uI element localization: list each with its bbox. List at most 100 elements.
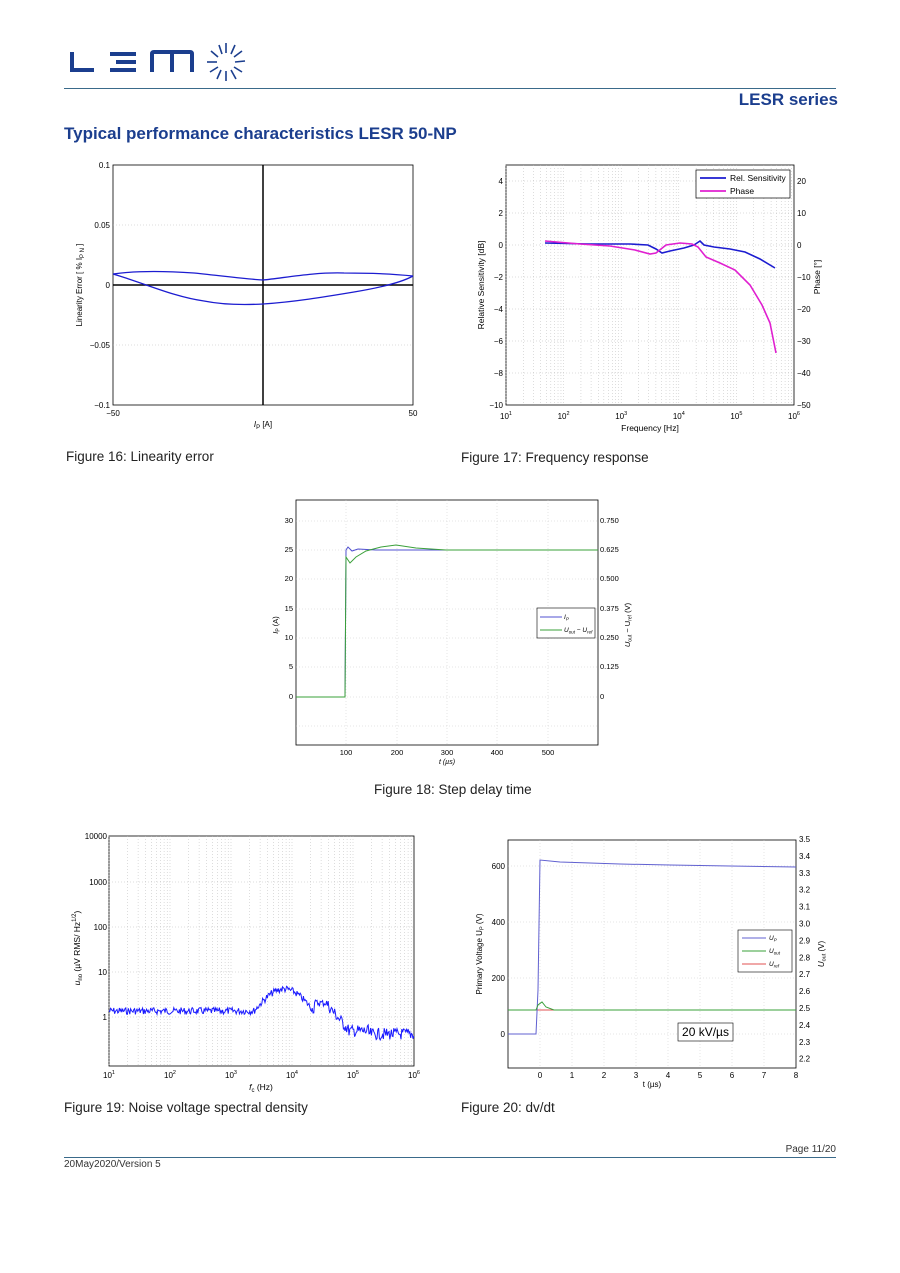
- fig20-ytick-right: 2.3: [799, 1038, 811, 1047]
- fig20-xtick: 4: [666, 1071, 671, 1080]
- fig18-xtick: 300: [441, 748, 454, 757]
- fig17-plot-area: [505, 164, 795, 406]
- fig18-ytick-right: 0.500: [600, 574, 619, 583]
- header-rule: [64, 88, 836, 89]
- fig18-ytick-left: 25: [285, 545, 293, 554]
- fig17-xlabel: Frequency [Hz]: [621, 423, 679, 433]
- document-version: 20May2020/Version 5: [64, 1159, 161, 1170]
- fig20-annotation-text: 20 kV/µs: [682, 1025, 729, 1039]
- fig17-ytick-left: −10: [489, 401, 503, 410]
- fig20-ytick-right: 2.4: [799, 1021, 811, 1030]
- fig16-curve-lower: [112, 273, 414, 306]
- fig20-annotation: 20 kV/µs: [677, 1022, 734, 1042]
- fig18-ylabel-left: IP (A): [271, 616, 282, 634]
- fig19-xtick: 104: [286, 1070, 298, 1080]
- fig17-ytick-right: 0: [797, 241, 802, 250]
- fig20-uout-line: [508, 1001, 796, 1011]
- fig20-ytick-right: 2.9: [799, 936, 811, 945]
- fig17-sensitivity-line: [544, 239, 776, 269]
- fig20-ytick-left: 0: [501, 1030, 506, 1039]
- fig18-xlabel: t (µs): [439, 759, 455, 766]
- fig20-ytick-right: 2.8: [799, 953, 811, 962]
- fig18-ytick-right: 0: [600, 692, 604, 701]
- fig18-legend-item: IP: [564, 614, 569, 622]
- fig18-chart: IP Uout − Uref 30 25 20 15 10 5 0 0.750 …: [271, 499, 634, 766]
- fig16-ytick: −0.05: [90, 341, 111, 350]
- series-title: LESR series: [738, 90, 838, 109]
- fig19-chart: 10000 1000 100 10 1 101 102 103 104 105 …: [72, 832, 420, 1094]
- fig16-caption: Figure 16: Linearity error: [66, 449, 214, 464]
- fig19-ytick: 1: [103, 1013, 108, 1022]
- fig16-xtick: 50: [409, 409, 418, 418]
- fig17-xtick: 106: [788, 411, 800, 421]
- fig19-xtick: 106: [408, 1070, 420, 1080]
- fig20-ytick-left: 200: [492, 974, 506, 983]
- fig19-caption: Figure 19: Noise voltage spectral densit…: [64, 1100, 308, 1115]
- fig16-ylabel: Linearity Error [ % IP N ]: [75, 244, 86, 327]
- fig18-ytick-left: 30: [285, 516, 293, 525]
- fig20-ylabel-left: Primary Voltage UP (V): [475, 913, 486, 994]
- fig20-ylabel-right: Uout (V): [817, 941, 828, 968]
- fig20-xtick: 8: [794, 1071, 799, 1080]
- fig19-xlabel: fc (Hz): [249, 1082, 273, 1094]
- fig17-ytick-left: 0: [499, 241, 504, 250]
- fig17-ytick-right: −10: [797, 273, 811, 282]
- fig19-noise-line: [108, 985, 415, 1042]
- fig20-ytick-right: 2.5: [799, 1004, 811, 1013]
- fig18-ytick-right: 0.375: [600, 604, 619, 613]
- fig16-chart: 0.1 0.05 0 −0.05 −0.1 −50 50 IP [A] Line…: [75, 161, 418, 431]
- fig16-curve-upper: [112, 270, 414, 281]
- fig17-xtick: 104: [673, 411, 685, 421]
- fig20-ytick-right: 3.3: [799, 869, 811, 878]
- fig17-ylabel-left: Relative Sensitivity [dB]: [476, 241, 486, 330]
- fig16-xlabel: IP [A]: [254, 420, 272, 431]
- page-number: Page 11/20: [785, 1144, 836, 1155]
- fig19-xtick: 101: [103, 1070, 115, 1080]
- fig20-ytick-left: 400: [492, 918, 506, 927]
- fig17-chart: Rel. Sensitivity Phase 4 2 0 −2 −4 −6 −8…: [476, 164, 822, 433]
- fig20-ytick-right: 3.2: [799, 886, 811, 895]
- fig18-legend-item: Uout − Uref: [564, 627, 593, 635]
- fig18-ytick-right: 0.625: [600, 545, 619, 554]
- fig20-caption: Figure 20: dv/dt: [461, 1100, 555, 1115]
- fig20-ytick-right: 3.5: [799, 835, 811, 844]
- fig20-legend: UP Uout Uref: [737, 929, 793, 973]
- fig20-xtick: 6: [730, 1071, 735, 1080]
- fig19-ytick: 1000: [89, 878, 107, 887]
- lem-logo: [68, 40, 250, 84]
- fig16-ytick: 0.05: [94, 221, 110, 230]
- lem-logo-mark: [70, 43, 246, 81]
- fig17-ytick-right: 20: [797, 177, 806, 186]
- fig17-ytick-right: −30: [797, 337, 811, 346]
- fig16-ytick: −0.1: [94, 401, 110, 410]
- fig19-ytick: 100: [94, 923, 108, 932]
- fig20-xtick: 5: [698, 1071, 703, 1080]
- fig17-legend-item: Rel. Sensitivity: [730, 173, 786, 183]
- fig19-xtick: 103: [225, 1070, 237, 1080]
- fig17-ytick-left: −2: [494, 273, 504, 282]
- fig18-ytick-left: 5: [289, 662, 293, 671]
- fig19-ytick: 10000: [85, 832, 108, 841]
- fig20-ytick-right: 3.4: [799, 852, 811, 861]
- fig17-caption: Figure 17: Frequency response: [461, 450, 649, 465]
- fig18-xtick: 200: [391, 748, 404, 757]
- fig20-ytick-right: 2.6: [799, 987, 811, 996]
- fig17-ytick-left: −8: [494, 369, 504, 378]
- fig16-ytick: 0: [106, 281, 111, 290]
- fig16-ytick: 0.1: [99, 161, 111, 170]
- fig18-xtick: 500: [542, 748, 555, 757]
- fig18-ytick-left: 20: [285, 574, 293, 583]
- fig17-ytick-left: −6: [494, 337, 504, 346]
- fig20-xlabel: t (µs): [643, 1080, 662, 1089]
- fig19-xtick: 102: [164, 1070, 176, 1080]
- fig17-xtick: 105: [730, 411, 742, 421]
- fig18-xtick: 100: [340, 748, 353, 757]
- fig18-caption: Figure 18: Step delay time: [374, 782, 532, 797]
- fig17-ylabel-right: Phase [°]: [812, 260, 822, 295]
- fig17-ytick-right: −40: [797, 369, 811, 378]
- fig18-ytick-right: 0.125: [600, 662, 619, 671]
- fig20-ytick-right: 3.0: [799, 920, 811, 929]
- fig19-plot-area: [108, 835, 415, 1067]
- fig19-ylabel: uno (µV RMS/ Hz1/2): [72, 910, 84, 985]
- fig20-ytick-right: 2.7: [799, 970, 811, 979]
